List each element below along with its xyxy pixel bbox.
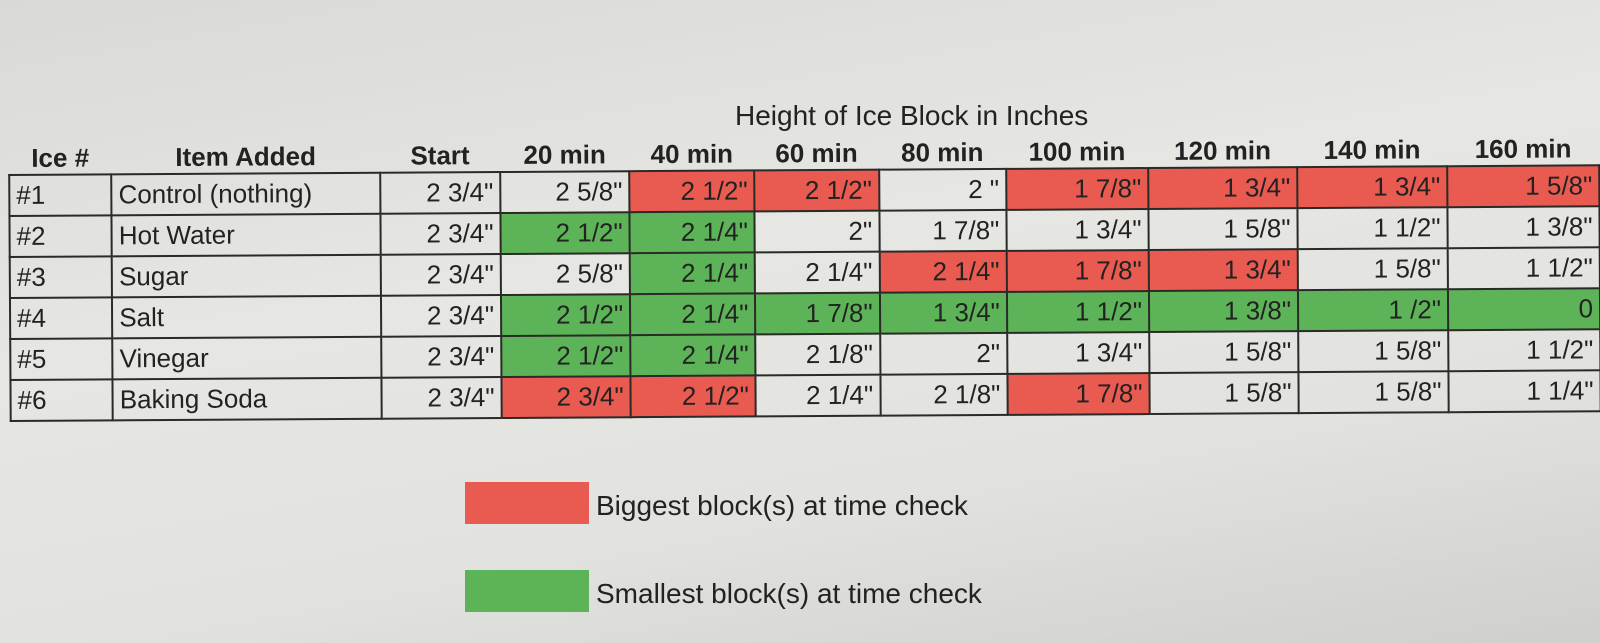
table-cell: 1 7/8" bbox=[755, 292, 880, 335]
table-cell: 1 3/4" bbox=[879, 291, 1007, 334]
table-cell: 2 1/2" bbox=[500, 294, 631, 336]
table-cell: 1 5/8" bbox=[1447, 165, 1600, 208]
column-header: 100 min bbox=[1028, 136, 1126, 167]
table-cell: 2 3/4" bbox=[380, 212, 501, 255]
legend-swatch-smallest bbox=[465, 570, 589, 612]
table-cell: 2 1/8" bbox=[880, 373, 1008, 416]
legend-label-smallest: Smallest block(s) at time check bbox=[596, 578, 982, 609]
table-cell: 1 3/4" bbox=[1297, 166, 1448, 209]
table-cell: Baking Soda bbox=[112, 377, 382, 421]
table-cell: 1 5/8" bbox=[1297, 248, 1448, 291]
table-cell: #4 bbox=[9, 297, 113, 339]
table-cell: 1 5/8" bbox=[1149, 372, 1299, 415]
table-cell: 2" bbox=[754, 210, 880, 253]
table-cell: 2 1/4" bbox=[630, 293, 756, 336]
table-cell: Hot Water bbox=[111, 213, 381, 257]
table-cell: 2 1/2" bbox=[501, 335, 631, 377]
table-cell: 1 7/8" bbox=[1007, 373, 1150, 415]
table-cell: 2 1/8" bbox=[755, 333, 881, 376]
table-cell: #3 bbox=[9, 256, 113, 298]
table-cell: 1 5/8" bbox=[1148, 208, 1298, 251]
table-cell: 2 1/4" bbox=[629, 252, 756, 295]
table-cell: 1 3/4" bbox=[1006, 209, 1149, 251]
table-cell: 2 1/4" bbox=[755, 251, 880, 294]
table-cell: 2 5/8" bbox=[500, 253, 631, 295]
table-cell: 2 1/4" bbox=[879, 250, 1007, 293]
table-cell: 1 1/2" bbox=[1297, 207, 1448, 250]
column-header: Start bbox=[410, 140, 470, 171]
table-cell: 2 5/8" bbox=[500, 171, 630, 213]
table-cell: 2 1/2" bbox=[630, 375, 757, 418]
table-cell: 2 " bbox=[878, 168, 1007, 211]
table-cell: Vinegar bbox=[112, 336, 382, 380]
table-cell: 1 3/4" bbox=[1148, 249, 1298, 292]
table-cell: 2 3/4" bbox=[501, 376, 631, 418]
table-cell: 1 1/2" bbox=[1448, 329, 1600, 372]
table-cell: 2 1/4" bbox=[629, 211, 756, 254]
table-cell: Sugar bbox=[111, 254, 381, 298]
table-cell: 2 1/2" bbox=[500, 212, 630, 254]
legend-label-biggest: Biggest block(s) at time check bbox=[596, 490, 968, 521]
table-cell: 2 1/4" bbox=[755, 374, 881, 417]
table-cell: 2 1/2" bbox=[754, 169, 880, 212]
column-header: 20 min bbox=[523, 139, 606, 170]
table-cell: Control (nothing) bbox=[111, 172, 381, 216]
column-header: 60 min bbox=[775, 137, 858, 169]
table-cell: #6 bbox=[10, 379, 113, 421]
table-cell: 1 5/8" bbox=[1298, 371, 1449, 414]
table-cell: 2 1/4" bbox=[630, 334, 756, 377]
table-cell: 0 bbox=[1447, 288, 1600, 331]
table-cell: 1 1/2" bbox=[1006, 291, 1150, 333]
column-header: 160 min bbox=[1474, 133, 1572, 165]
table-row: #6 Baking Soda 2 3/4" 2 3/4" 2 1/2" 2 1/4" 2 1… bbox=[10, 370, 1600, 421]
legend-swatch-biggest bbox=[465, 482, 589, 524]
table-cell: #2 bbox=[9, 215, 112, 257]
table-cell: 1 3/8" bbox=[1447, 206, 1600, 249]
table-cell: 2 3/4" bbox=[381, 335, 502, 378]
table-cell: 1 7/8" bbox=[1006, 250, 1149, 292]
table-cell: 2 3/4" bbox=[380, 171, 501, 214]
column-header: 40 min bbox=[650, 138, 734, 170]
table-cell: #1 bbox=[9, 174, 112, 216]
table-cell: 1 5/8" bbox=[1149, 331, 1299, 374]
table-cell: 2 1/2" bbox=[629, 170, 755, 213]
table-cell: 1 /2" bbox=[1297, 289, 1449, 332]
column-header: Ice # bbox=[31, 142, 90, 173]
table-cell: 1 1/2" bbox=[1447, 247, 1600, 290]
column-header: 140 min bbox=[1323, 134, 1421, 165]
table-cell: 2 3/4" bbox=[380, 294, 502, 337]
table-cell: 1 7/8" bbox=[879, 209, 1007, 252]
table-cell: 1 1/4" bbox=[1448, 370, 1600, 413]
table-cell: 1 7/8" bbox=[1005, 168, 1149, 210]
table-cell: 1 5/8" bbox=[1298, 330, 1449, 373]
table-cell: 2 3/4" bbox=[381, 376, 502, 419]
table-cell: 1 3/4" bbox=[1006, 332, 1150, 374]
column-header: 80 min bbox=[900, 137, 984, 168]
column-header: 120 min bbox=[1174, 135, 1272, 166]
ice-block-table: Ice # Item Added Start 20 min 40 min 60 min 80… bbox=[8, 130, 1600, 422]
table-cell: 2" bbox=[879, 332, 1008, 375]
table-cell: 1 3/4" bbox=[1148, 167, 1298, 210]
column-header: Item Added bbox=[175, 141, 317, 172]
table-cell: #5 bbox=[10, 338, 113, 380]
table-title: Height of Ice Block in Inches bbox=[735, 100, 1089, 131]
table-cell: 2 3/4" bbox=[380, 253, 501, 296]
table-cell: Salt bbox=[112, 295, 382, 339]
table-cell: 1 3/8" bbox=[1148, 290, 1299, 333]
